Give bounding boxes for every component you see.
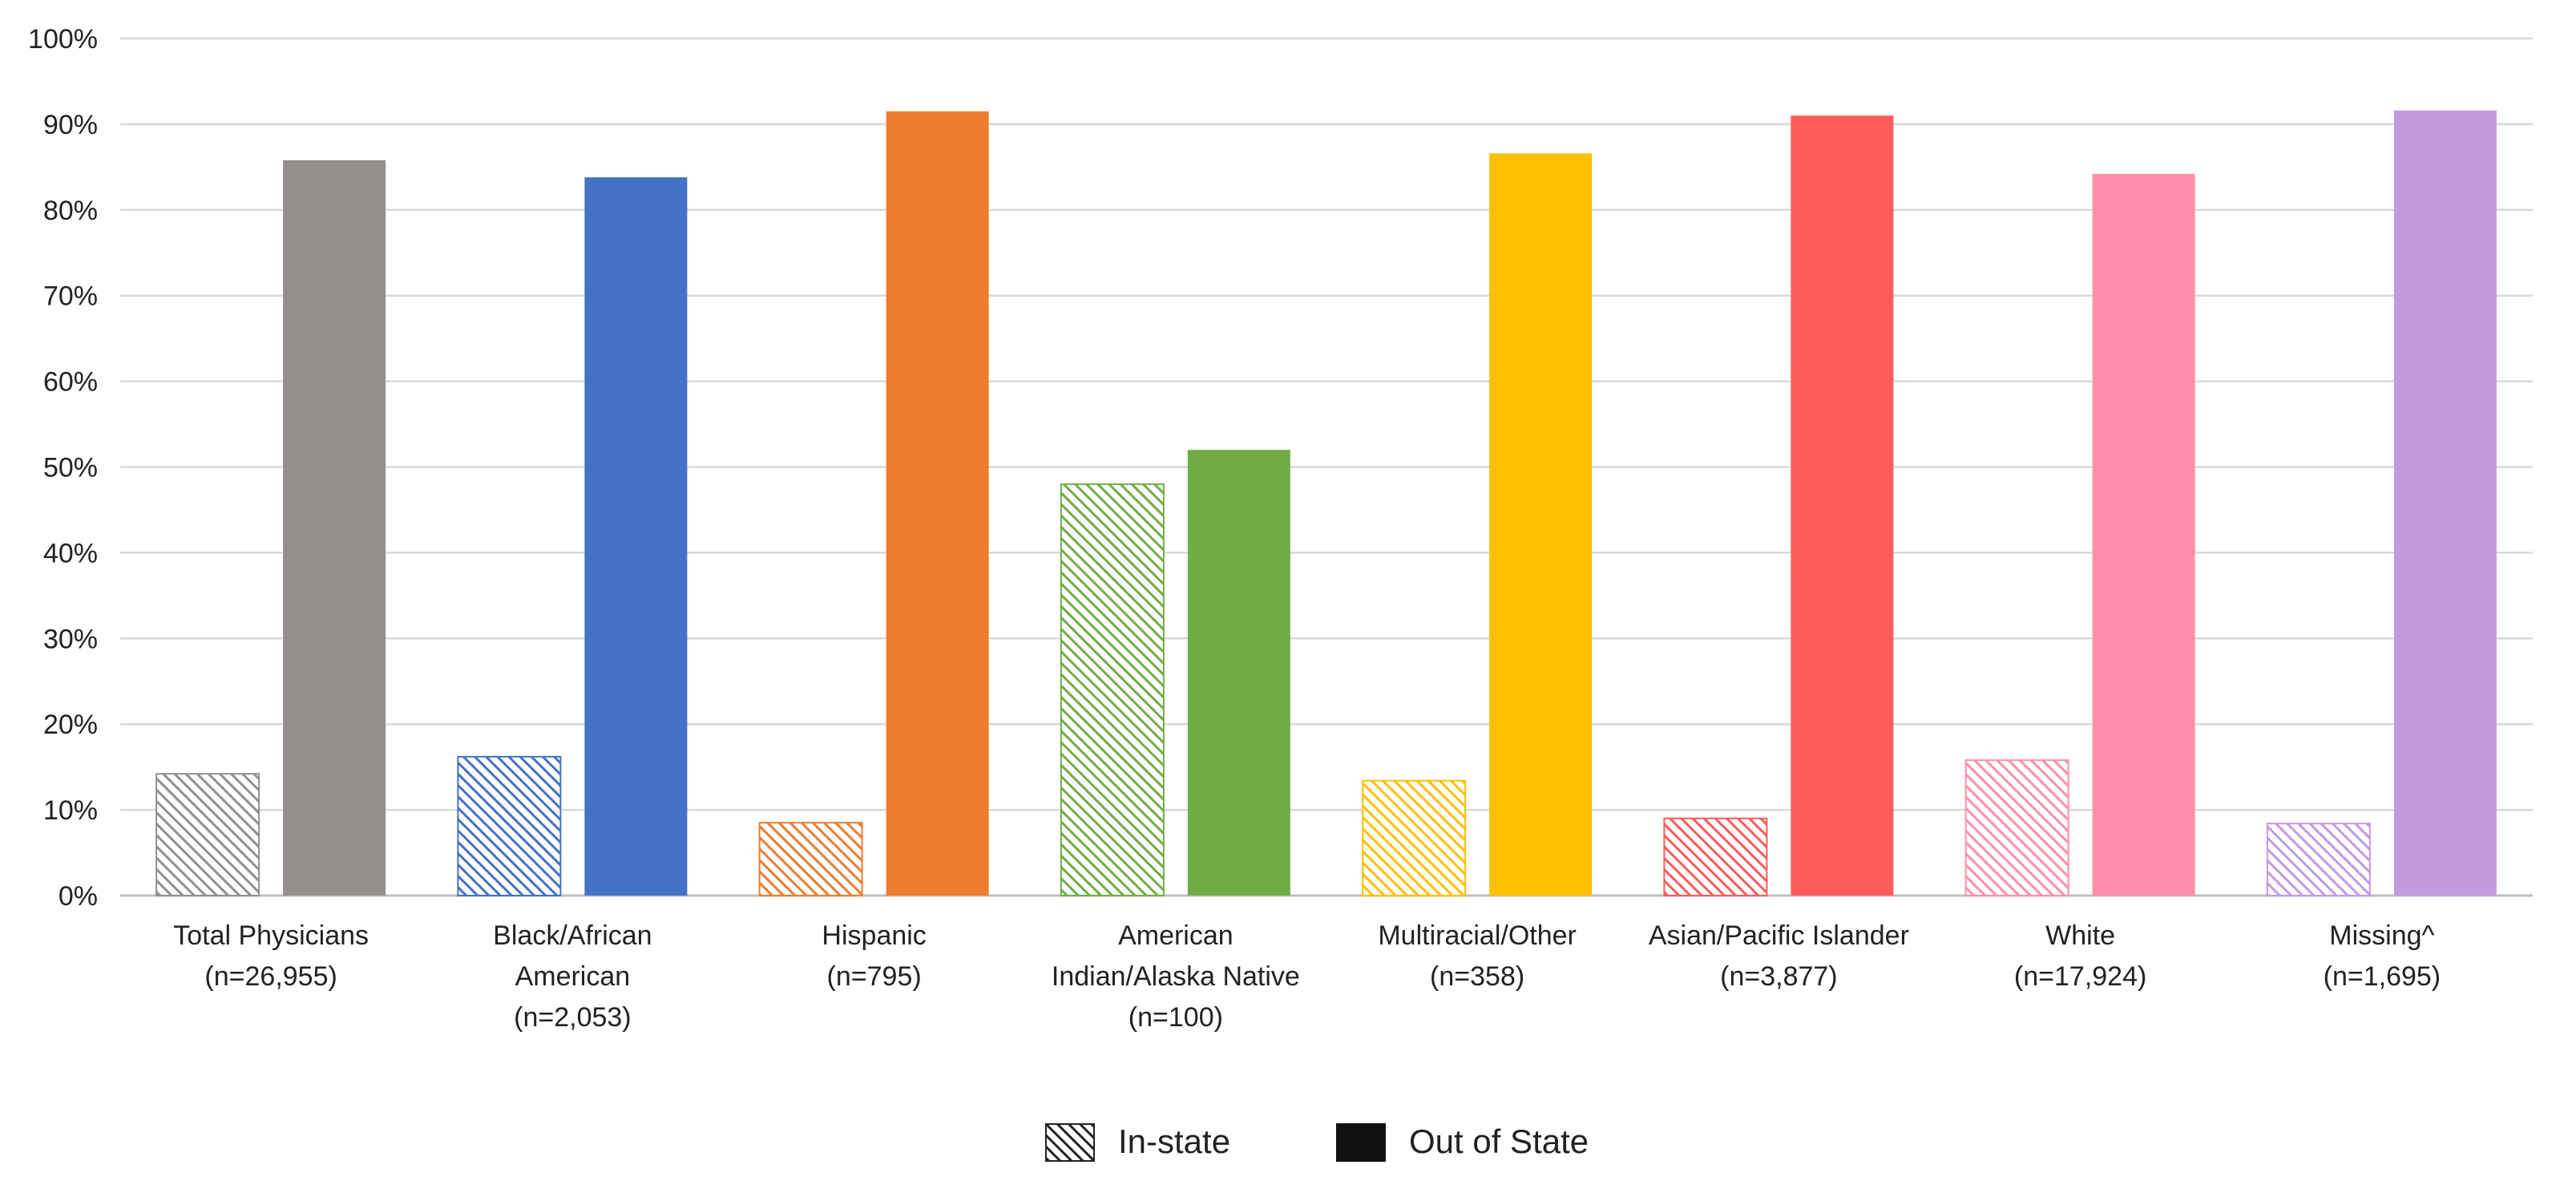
category-group bbox=[758, 111, 989, 897]
y-tick-label: 0% bbox=[59, 881, 98, 912]
bar-in-state bbox=[1060, 483, 1165, 896]
bar-in-state bbox=[457, 755, 562, 897]
bar-in-state bbox=[155, 773, 260, 897]
category-group bbox=[1964, 173, 2195, 897]
x-tick-label-line: (n=17,924) bbox=[2014, 961, 2146, 992]
bar-in-state bbox=[1663, 817, 1768, 896]
x-tick-label-line: Black/African bbox=[493, 920, 652, 951]
bar-out-of-state bbox=[2092, 173, 2195, 896]
x-tick-label-line: Indian/Alaska Native bbox=[1052, 961, 1300, 992]
bar-out-of-state bbox=[584, 177, 688, 896]
x-tick-label: Multiracial/Other (n=358) bbox=[1378, 920, 1577, 992]
x-tick-label: Missing^ (n=1,695) bbox=[2324, 920, 2441, 992]
x-tick-label-line: (n=1,695) bbox=[2324, 961, 2441, 992]
bars bbox=[155, 110, 2497, 897]
x-tick-label-line: (n=26,955) bbox=[204, 961, 337, 992]
legend-label: Out of State bbox=[1409, 1122, 1589, 1160]
x-tick-label-line: (n=358) bbox=[1430, 961, 1524, 992]
y-tick-label: 100% bbox=[28, 24, 98, 55]
bar-out-of-state bbox=[1187, 450, 1290, 896]
category-group bbox=[1060, 450, 1290, 896]
legend-swatch bbox=[1045, 1123, 1095, 1162]
x-tick-label-line: Asian/Pacific Islander bbox=[1649, 920, 1909, 951]
bar-in-state bbox=[2266, 823, 2371, 896]
x-tick-label-line: American bbox=[515, 961, 631, 992]
x-tick-label-line: Total Physicians bbox=[173, 920, 369, 951]
bar-out-of-state bbox=[2393, 110, 2497, 896]
bar-in-state bbox=[1362, 779, 1467, 897]
x-tick-label-line: (n=2,053) bbox=[514, 1002, 632, 1033]
y-tick-label: 60% bbox=[43, 367, 98, 398]
y-tick-label: 40% bbox=[43, 538, 98, 568]
category-group bbox=[2266, 110, 2497, 896]
x-tick-label-line: (n=3,877) bbox=[1720, 961, 1838, 992]
x-tick-label: Total Physicians (n=26,955) bbox=[173, 920, 369, 992]
x-tick-label-line: (n=795) bbox=[827, 961, 922, 992]
y-tick-label: 90% bbox=[43, 110, 98, 140]
x-tick-label: Black/African American (n=2,053) bbox=[493, 920, 652, 1033]
x-tick-label: American Indian/Alaska Native (n=100) bbox=[1052, 920, 1300, 1033]
y-tick-label: 20% bbox=[43, 710, 98, 740]
legend: In-state Out of State bbox=[1045, 1122, 1589, 1162]
legend-swatch bbox=[1336, 1123, 1386, 1162]
x-tick-label-line: Hispanic bbox=[822, 920, 926, 951]
category-group bbox=[155, 160, 386, 897]
bar-out-of-state bbox=[283, 160, 386, 896]
bar-in-state bbox=[758, 822, 863, 897]
bar-in-state bbox=[1964, 759, 2069, 897]
x-tick-label-line: Multiracial/Other bbox=[1378, 920, 1577, 951]
x-tick-label: White (n=17,924) bbox=[2014, 920, 2146, 992]
x-tick-label-line: American bbox=[1118, 920, 1233, 951]
category-group bbox=[1663, 115, 1894, 896]
category-group bbox=[1362, 153, 1593, 897]
bar-out-of-state bbox=[1489, 153, 1593, 896]
x-tick-label: Asian/Pacific Islander (n=3,877) bbox=[1649, 920, 1909, 992]
y-tick-label: 10% bbox=[43, 795, 98, 826]
category-group bbox=[457, 177, 688, 897]
y-tick-label: 50% bbox=[43, 453, 98, 483]
legend-item-in-state: In-state bbox=[1045, 1122, 1230, 1162]
x-tick-label-line: Missing^ bbox=[2329, 920, 2434, 951]
bar-out-of-state bbox=[1791, 115, 1894, 896]
legend-label: In-state bbox=[1118, 1122, 1230, 1160]
x-tick-label: Hispanic (n=795) bbox=[822, 920, 926, 992]
y-axis-ticks: 0% 10% 20% 30% 40% 50% 60% 70% 80% 90% 100% bbox=[28, 24, 98, 912]
y-tick-label: 30% bbox=[43, 624, 98, 654]
y-tick-label: 80% bbox=[43, 196, 98, 226]
x-tick-label-line: White bbox=[2045, 920, 2115, 951]
x-axis-labels: Total Physicians (n=26,955) Black/African A… bbox=[173, 920, 2441, 1033]
x-tick-label-line: (n=100) bbox=[1129, 1002, 1223, 1033]
legend-item-out-of-state: Out of State bbox=[1336, 1122, 1589, 1162]
bar-out-of-state bbox=[886, 111, 989, 896]
y-tick-label: 70% bbox=[43, 281, 98, 312]
